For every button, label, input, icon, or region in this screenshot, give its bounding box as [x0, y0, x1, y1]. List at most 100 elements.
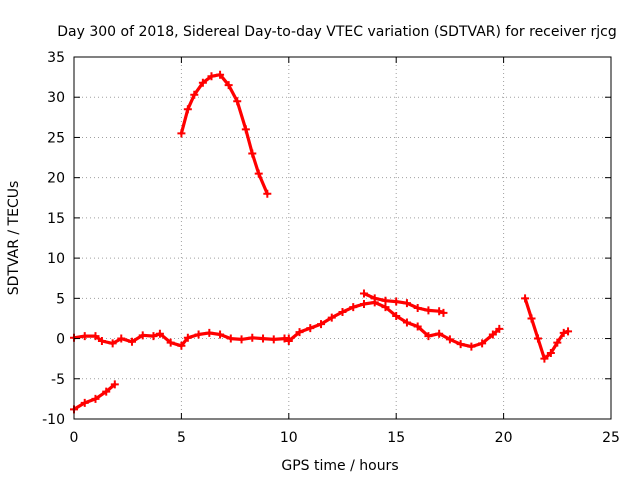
y-tick-label: 25	[47, 130, 65, 146]
data-point	[488, 330, 497, 339]
y-axis-label: SDTVAR / TECUs	[6, 181, 22, 296]
y-tick-label: 30	[47, 90, 65, 106]
data-point	[456, 340, 465, 349]
data-point	[495, 324, 504, 333]
y-tick-label: 15	[47, 211, 65, 227]
data-point	[108, 339, 117, 348]
data-point	[370, 294, 379, 303]
data-point	[205, 328, 214, 337]
data-point	[80, 398, 89, 407]
data-point	[194, 330, 203, 339]
series-line	[179, 73, 269, 196]
data-point	[435, 329, 444, 338]
data-point	[284, 336, 293, 345]
data-point	[117, 334, 126, 343]
axis-ticks	[73, 56, 612, 420]
plot-frame	[73, 56, 612, 420]
y-tick-label: 0	[56, 332, 65, 348]
series-arc-3	[70, 328, 293, 350]
data-point	[233, 97, 242, 106]
x-tick-label: 25	[602, 430, 620, 446]
data-point	[392, 312, 401, 321]
data-point	[521, 294, 530, 303]
data-point	[183, 333, 192, 342]
data-point	[102, 387, 111, 396]
data-point	[527, 314, 536, 323]
data-point	[97, 336, 106, 345]
data-point	[91, 394, 100, 403]
series-line	[523, 296, 570, 361]
data-point	[207, 72, 216, 81]
data-point	[241, 125, 250, 134]
data-point	[216, 70, 225, 79]
data-point	[190, 90, 199, 99]
data-point	[349, 303, 358, 312]
x-tick-labels: 0 5 10 15 20 25	[70, 430, 620, 446]
data-point	[269, 335, 278, 344]
data-point	[435, 307, 444, 316]
data-point	[198, 78, 207, 87]
x-tick-label: 10	[280, 430, 298, 446]
data-point	[237, 335, 246, 344]
data-point	[263, 189, 272, 198]
data-point	[546, 349, 555, 358]
data-point	[381, 296, 390, 305]
data-point	[402, 318, 411, 327]
data-point	[553, 338, 562, 347]
data-point	[177, 129, 186, 138]
data-point	[359, 299, 368, 308]
data-point	[183, 105, 192, 114]
data-point	[80, 332, 89, 341]
data-point	[327, 313, 336, 322]
data-point	[166, 338, 175, 347]
data-point	[138, 331, 147, 340]
data-point	[338, 308, 347, 317]
data-point	[110, 380, 119, 389]
data-point	[226, 334, 235, 343]
data-point	[306, 324, 315, 333]
y-tick-label: -5	[51, 372, 65, 388]
data-point	[402, 299, 411, 308]
y-tick-label: 20	[47, 171, 65, 187]
data-point	[317, 320, 326, 329]
data-point	[445, 335, 454, 344]
series-arc-4	[284, 298, 504, 351]
data-series	[70, 70, 573, 414]
x-axis-label: GPS time / hours	[281, 458, 398, 474]
series-arc-5	[359, 289, 448, 317]
x-tick-label: 15	[387, 430, 405, 446]
y-tick-label: 5	[56, 291, 65, 307]
x-tick-label: 0	[70, 430, 79, 446]
data-point	[254, 169, 263, 178]
data-point	[216, 330, 225, 339]
series-line	[72, 382, 117, 411]
data-point	[392, 297, 401, 306]
data-point	[359, 289, 368, 298]
y-tick-label: 10	[47, 251, 65, 267]
data-point	[91, 332, 100, 341]
data-point	[424, 332, 433, 341]
data-point	[224, 81, 233, 90]
data-point	[467, 342, 476, 351]
data-point	[259, 334, 268, 343]
data-point	[248, 333, 257, 342]
data-point	[177, 341, 186, 350]
y-tick-label: 35	[47, 50, 65, 66]
x-tick-label: 20	[495, 430, 513, 446]
data-point	[248, 149, 257, 158]
y-tick-labels: -10 -5 0 5 10 15 20 25 30 35	[42, 50, 65, 428]
x-tick-label: 5	[177, 430, 186, 446]
grid	[74, 57, 611, 419]
data-point	[439, 308, 448, 317]
data-point	[295, 328, 304, 337]
data-point	[533, 334, 542, 343]
series-arc-6	[521, 294, 573, 363]
data-point	[478, 339, 487, 348]
data-point	[413, 303, 422, 312]
data-point	[127, 337, 136, 346]
data-point	[413, 322, 422, 331]
y-tick-label: -10	[42, 412, 65, 428]
chart-title: Day 300 of 2018, Sidereal Day-to-day VTE…	[57, 24, 616, 40]
data-point	[149, 332, 158, 341]
